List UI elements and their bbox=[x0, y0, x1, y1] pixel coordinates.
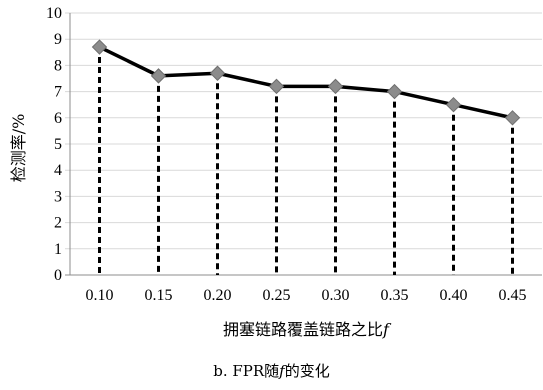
line-chart: 0 1 2 3 4 5 6 7 8 9 10 0.10 0.15 0.20 0.25 0.30 0.35 0.4… bbox=[9, 5, 542, 339]
y-tick-label: 4 bbox=[54, 162, 62, 179]
y-tick-label: 5 bbox=[54, 136, 62, 153]
y-tick-labels: 0 1 2 3 4 5 6 7 8 9 10 bbox=[46, 5, 62, 284]
data-point bbox=[327, 78, 344, 95]
caption-var: f bbox=[279, 362, 285, 380]
y-axis-label: 检测率/% bbox=[9, 114, 28, 183]
x-axis-label: 拥塞链路覆盖链路之比f bbox=[223, 320, 392, 339]
figure-caption: b. FPR随f的变化 bbox=[0, 360, 543, 381]
data-point bbox=[504, 110, 521, 126]
y-tick-label: 1 bbox=[54, 241, 62, 258]
x-tick-label: 0.35 bbox=[381, 287, 409, 304]
x-tick-label: 0.25 bbox=[263, 287, 291, 304]
y-tick-label: 2 bbox=[54, 215, 62, 232]
y-tick-label: 9 bbox=[54, 31, 62, 48]
data-markers bbox=[91, 39, 521, 126]
x-axis-label-text: 拥塞链路覆盖链路之比 bbox=[223, 320, 383, 339]
data-point bbox=[209, 65, 226, 81]
x-tick-label: 0.20 bbox=[204, 287, 232, 304]
caption-prefix: b. FPR随 bbox=[213, 362, 280, 380]
y-tick-label: 8 bbox=[54, 57, 62, 74]
drop-lines bbox=[98, 47, 514, 275]
x-tick-label: 0.15 bbox=[145, 287, 173, 304]
data-point bbox=[268, 78, 285, 95]
x-tick-label: 0.45 bbox=[499, 287, 527, 304]
series-polyline bbox=[98, 45, 513, 120]
y-tick-label: 0 bbox=[54, 267, 62, 284]
data-point bbox=[150, 68, 167, 84]
x-axis-label-var: f bbox=[382, 320, 392, 339]
gridlines bbox=[65, 12, 542, 276]
data-point bbox=[386, 83, 403, 100]
caption-suffix: 的变化 bbox=[284, 362, 330, 380]
x-tick-label: 0.10 bbox=[86, 287, 114, 304]
y-tick-label: 10 bbox=[46, 5, 62, 22]
data-point bbox=[91, 39, 108, 55]
y-tick-label: 6 bbox=[54, 110, 62, 127]
x-tick-label: 0.30 bbox=[322, 287, 350, 304]
y-tick-label: 7 bbox=[54, 84, 62, 101]
series-line bbox=[98, 45, 513, 120]
x-tick-label: 0.40 bbox=[440, 287, 468, 304]
x-tick-labels: 0.10 0.15 0.20 0.25 0.30 0.35 0.40 0.45 bbox=[86, 287, 527, 304]
y-tick-label: 3 bbox=[54, 188, 62, 205]
data-point bbox=[445, 96, 462, 113]
